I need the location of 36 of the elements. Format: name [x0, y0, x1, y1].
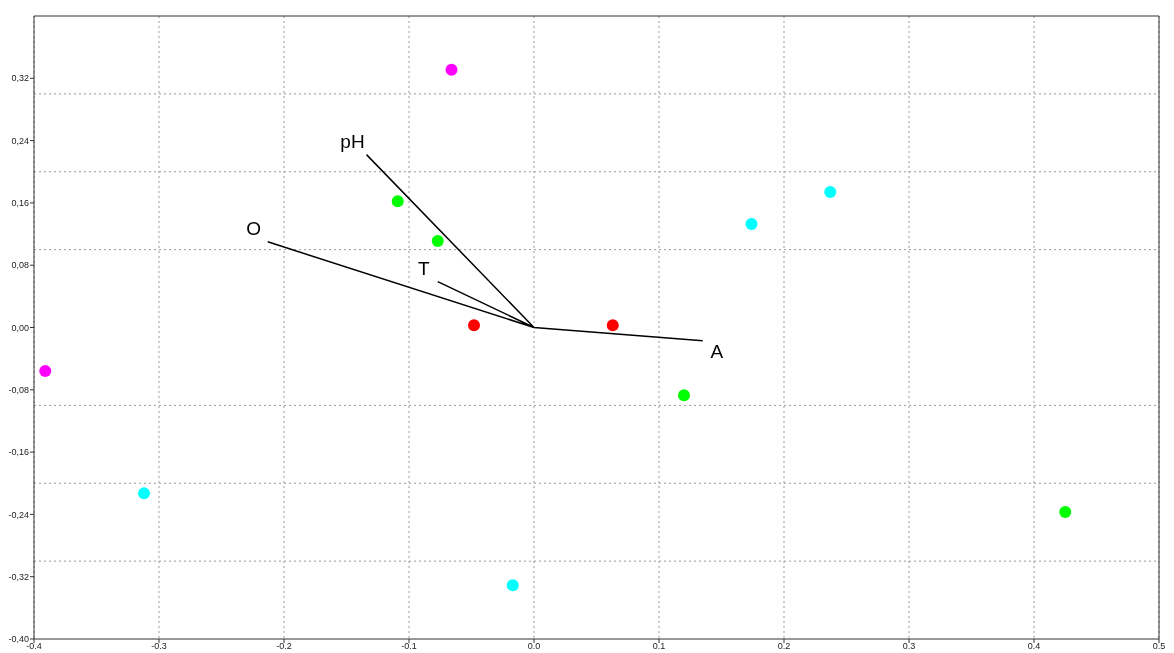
- annotation: T: [417, 257, 430, 279]
- x-tick-label: -0.1: [401, 641, 417, 652]
- x-tick-label: 0.4: [1027, 641, 1041, 652]
- y-tick-label: -0,40: [8, 634, 29, 645]
- x-tick-label: 0.5: [1152, 641, 1166, 652]
- y-tick-label: -0,08: [8, 384, 29, 395]
- point: [506, 579, 519, 592]
- x-tick-label: -0.4: [26, 641, 42, 652]
- x-tick-label: 0.1: [652, 641, 666, 652]
- y-tick-label: 0,32: [11, 73, 29, 84]
- x-tick-label: -0.2: [276, 641, 292, 652]
- point: [445, 63, 458, 76]
- point: [391, 195, 404, 208]
- y-tick-label: 0,00: [11, 322, 29, 333]
- y-tick-label: 0,24: [11, 135, 29, 146]
- annotation: O: [246, 217, 262, 239]
- x-tick-label: 0.3: [902, 641, 916, 652]
- annotation: A: [710, 340, 724, 362]
- x-tick-label: 0.0: [527, 641, 541, 652]
- point: [678, 389, 690, 402]
- y-tick-label: -0,32: [8, 571, 29, 582]
- y-tick-label: -0,24: [8, 509, 29, 520]
- point: [468, 319, 480, 332]
- y-tick-label: -0,16: [8, 447, 29, 458]
- annotation: pH: [340, 130, 365, 152]
- point: [745, 217, 758, 230]
- point: [824, 186, 837, 198]
- point: [39, 365, 52, 378]
- x-tick-label: 0.2: [777, 641, 791, 652]
- point: [431, 235, 444, 248]
- y-tick-label: 0,16: [11, 198, 29, 209]
- y-tick-label: 0,08: [11, 260, 29, 271]
- point: [1059, 506, 1072, 519]
- point: [606, 319, 619, 332]
- x-tick-label: -0.3: [151, 641, 167, 652]
- point: [138, 487, 150, 500]
